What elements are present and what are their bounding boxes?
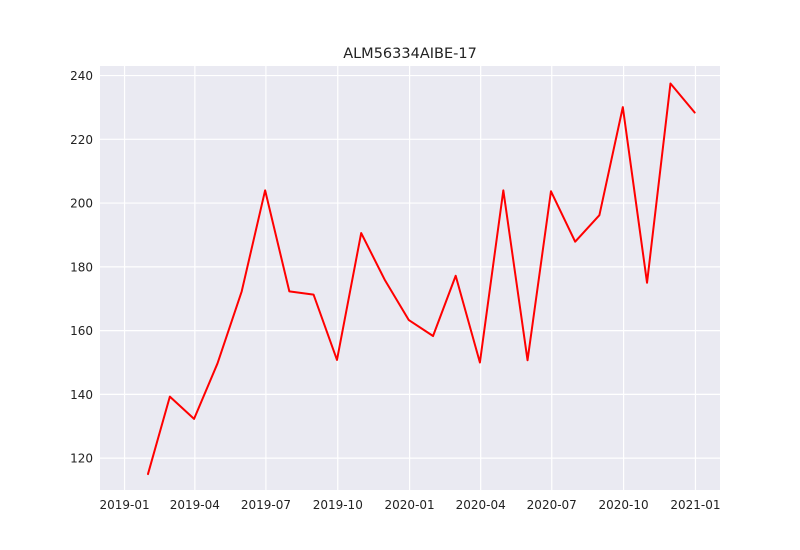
chart-title: ALM56334AIBE-17 xyxy=(343,46,477,62)
y-tick-label: 240 xyxy=(70,69,93,83)
x-tick-label: 2020-07 xyxy=(527,498,577,512)
y-tick-label: 140 xyxy=(70,388,93,402)
x-tick-label: 2019-04 xyxy=(170,498,220,512)
y-tick-label: 220 xyxy=(70,133,93,147)
series-line xyxy=(146,82,696,476)
x-tick-label: 2020-01 xyxy=(385,498,435,512)
x-tick-label: 2019-10 xyxy=(313,498,363,512)
x-tick-label: 2020-10 xyxy=(599,498,649,512)
x-gridlines xyxy=(123,66,697,490)
y-tick-label: 200 xyxy=(70,197,93,211)
x-tick-labels: 2019-01 2019-04 2019-07 2019-10 2020-01 2020-… xyxy=(99,498,720,512)
x-tick-label: 2019-01 xyxy=(99,498,149,512)
series-layer xyxy=(146,82,696,476)
y-tick-label: 180 xyxy=(70,260,93,274)
x-tick-label: 2021-01 xyxy=(670,498,720,512)
y-tick-label: 120 xyxy=(70,452,93,466)
x-tick-label: 2020-04 xyxy=(456,498,506,512)
y-tick-label: 160 xyxy=(70,324,93,338)
x-tick-label: 2019-07 xyxy=(241,498,291,512)
y-tick-labels: 120 140 160 180 200 220 240 xyxy=(70,69,93,466)
